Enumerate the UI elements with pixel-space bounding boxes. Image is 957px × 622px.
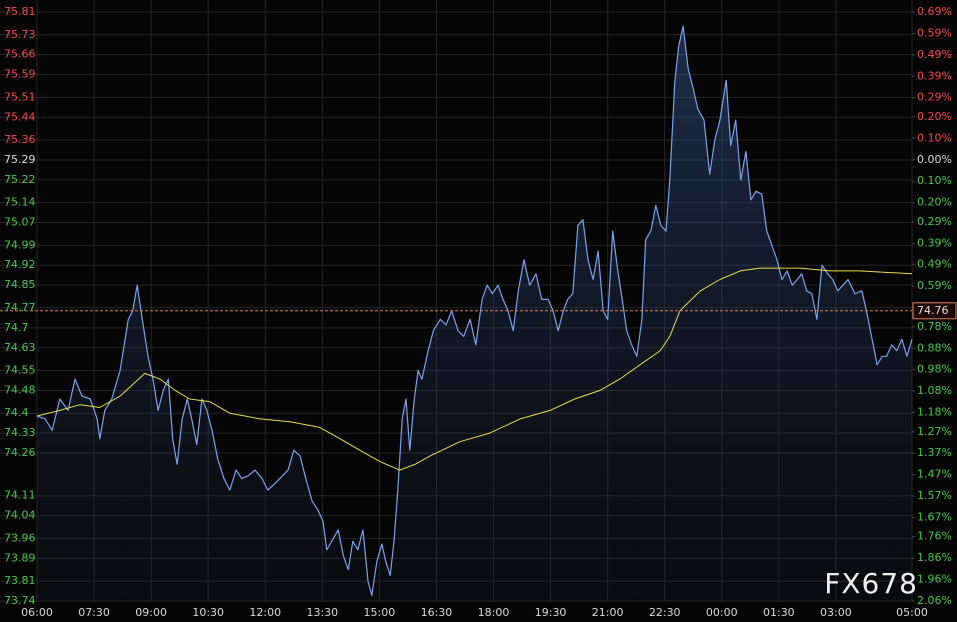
- x-tick-label: 22:30: [649, 606, 681, 619]
- y-tick-label: 73.89: [4, 551, 36, 564]
- x-tick-label: 19:30: [535, 606, 567, 619]
- price-line: [36, 25, 913, 596]
- y-tick-label: 75.51: [4, 90, 36, 103]
- y-tick-label: 74.55: [4, 364, 36, 377]
- y-tick-label: 73.96: [4, 531, 36, 544]
- y2-tick-label: 0.88%: [917, 341, 952, 354]
- y-tick-label: 75.44: [4, 110, 36, 123]
- y-tick-label: 75.07: [4, 216, 36, 229]
- y-tick-label: 74.77: [4, 301, 36, 314]
- y2-tick-label: 1.18%: [917, 406, 952, 419]
- x-tick-label: 21:00: [592, 606, 624, 619]
- y-tick-label: 74.48: [4, 383, 36, 396]
- y-tick-label: 75.66: [4, 48, 36, 61]
- y2-tick-label: 0.59%: [917, 279, 952, 292]
- y2-tick-label: 0.59%: [917, 26, 952, 39]
- y2-tick-label: 1.57%: [917, 489, 952, 502]
- x-tick-label: 07:30: [78, 606, 110, 619]
- y2-tick-label: 0.39%: [917, 236, 952, 249]
- y2-tick-label: 0.98%: [917, 363, 952, 376]
- y-tick-label: 74.33: [4, 426, 36, 439]
- y-tick-label: 75.81: [4, 5, 36, 18]
- x-tick-label: 10:30: [192, 606, 224, 619]
- y-tick-label: 75.73: [4, 28, 36, 41]
- y-tick-label: 75.14: [4, 196, 36, 209]
- x-tick-label: 09:00: [135, 606, 167, 619]
- y2-tick-label: 0.29%: [917, 91, 952, 104]
- y-tick-label: 75.59: [4, 68, 36, 81]
- y-tick-label: 73.81: [4, 574, 36, 587]
- last-price-label: 74.76: [917, 304, 949, 317]
- x-tick-label: 03:00: [820, 606, 852, 619]
- y-tick-label: 74.11: [4, 489, 36, 502]
- average-line: [36, 267, 913, 471]
- y2-tick-label: 0.10%: [917, 131, 952, 144]
- y-tick-label: 75.22: [4, 173, 36, 186]
- y-tick-label: 74.7: [4, 321, 29, 334]
- x-tick-label: 13:30: [306, 606, 338, 619]
- x-tick-label: 06:00: [21, 606, 53, 619]
- y2-tick-label: 1.86%: [917, 551, 952, 564]
- y-tick-label: 73.74: [4, 594, 36, 607]
- y2-tick-label: 1.08%: [917, 384, 952, 397]
- y2-tick-label: 0.00%: [917, 153, 952, 166]
- y-tick-label: 75.29: [4, 153, 36, 166]
- y-tick-label: 74.04: [4, 509, 36, 522]
- y2-tick-label: 0.49%: [917, 48, 952, 61]
- y2-tick-label: 1.76%: [917, 530, 952, 543]
- y2-tick-label: 1.96%: [917, 573, 952, 586]
- y2-tick-label: 1.47%: [917, 468, 952, 481]
- x-tick-label: 00:00: [706, 606, 738, 619]
- y2-tick-label: 0.29%: [917, 215, 952, 228]
- y2-tick-label: 0.20%: [917, 196, 952, 209]
- y-tick-label: 75.36: [4, 133, 36, 146]
- x-tick-label: 16:30: [421, 606, 453, 619]
- x-tick-label: 01:30: [763, 606, 795, 619]
- watermark: FX678: [824, 567, 918, 600]
- y2-tick-label: 0.39%: [917, 69, 952, 82]
- x-tick-label: 18:00: [478, 606, 510, 619]
- y-tick-label: 74.26: [4, 446, 36, 459]
- x-tick-label: 05:00: [896, 606, 928, 619]
- x-tick-label: 15:00: [364, 606, 396, 619]
- y-tick-label: 74.4: [4, 406, 29, 419]
- y2-tick-label: 1.37%: [917, 446, 952, 459]
- y2-tick-label: 0.78%: [917, 320, 952, 333]
- y2-tick-label: 0.10%: [917, 174, 952, 187]
- y-tick-label: 74.99: [4, 238, 36, 251]
- y2-tick-label: 1.67%: [917, 510, 952, 523]
- y2-tick-label: 0.49%: [917, 258, 952, 271]
- y-tick-label: 74.63: [4, 341, 36, 354]
- price-area: [37, 26, 912, 601]
- y-tick-label: 74.85: [4, 278, 36, 291]
- y2-tick-label: 2.06%: [917, 594, 952, 607]
- x-tick-label: 12:00: [249, 606, 281, 619]
- last-price-box: [912, 302, 957, 320]
- y2-tick-label: 1.27%: [917, 425, 952, 438]
- y2-tick-label: 0.20%: [917, 110, 952, 123]
- y2-tick-label: 0.69%: [917, 5, 952, 18]
- y-tick-label: 74.92: [4, 258, 36, 271]
